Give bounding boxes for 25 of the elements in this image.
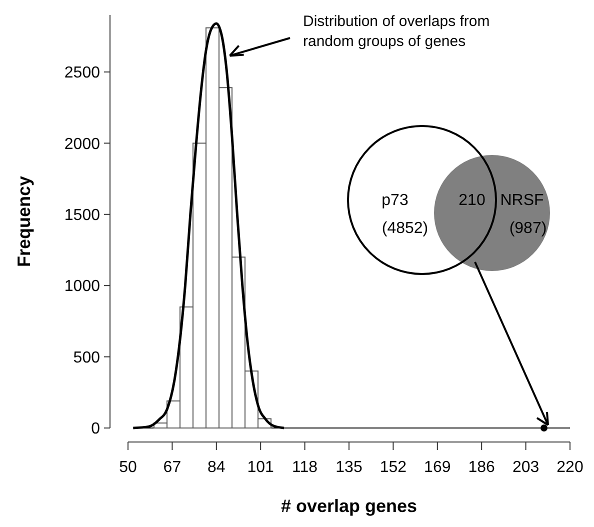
annotation: p73 <box>382 192 408 209</box>
x-tick-label: 67 <box>163 459 182 476</box>
x-tick-label: 84 <box>208 459 226 476</box>
y-tick-label: 0 <box>91 420 100 438</box>
x-tick-label: 50 <box>119 459 137 476</box>
x-tick-label: 203 <box>512 459 540 476</box>
x-tick-label: 186 <box>468 459 496 476</box>
x-tick-label: 135 <box>336 459 362 476</box>
annotation: 210 <box>458 192 486 209</box>
x-axis-title: # overlap genes <box>280 496 418 516</box>
y-axis-title: Frequency <box>14 176 34 268</box>
y-tick-label: 500 <box>73 349 100 366</box>
annotation: NRSF <box>500 192 544 209</box>
x-tick-label: 152 <box>380 459 407 476</box>
y-tick-label: 1000 <box>64 278 100 296</box>
x-tick-label: 169 <box>424 459 451 476</box>
x-tick-label: 118 <box>292 459 318 476</box>
x-tick-label: 220 <box>556 459 584 476</box>
y-tick-label: 2500 <box>64 64 100 82</box>
annotation: (987) <box>509 220 547 237</box>
annotation: (4852) <box>382 220 428 237</box>
annotation: Distribution of overlaps from random groups of genes <box>303 13 490 50</box>
y-tick-label: 2000 <box>64 136 100 153</box>
x-tick-label: 101 <box>247 459 274 476</box>
y-tick-label: 1500 <box>64 206 100 224</box>
